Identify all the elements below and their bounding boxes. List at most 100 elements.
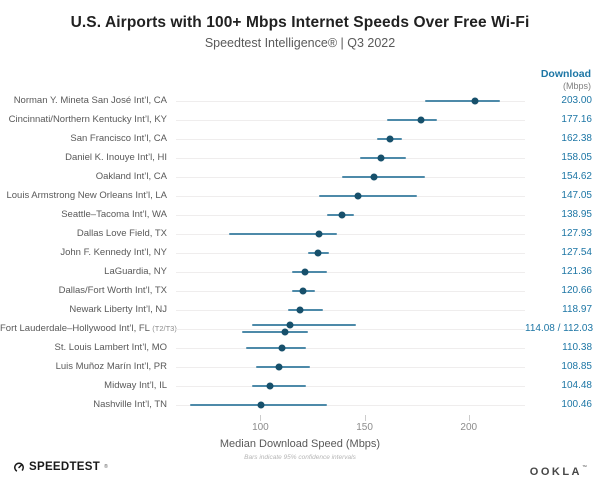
median-dot — [299, 287, 307, 294]
ci-bar — [291, 270, 328, 273]
airport-label: Daniel K. Inouye Int’l, HI — [0, 152, 175, 163]
chart-row: Seattle–Tacoma Int’l, WA 138.95 — [0, 205, 600, 224]
download-value: 120.66 — [561, 285, 592, 296]
airport-label: Midway Int’l, IL — [0, 380, 175, 391]
plot-cell — [175, 167, 525, 186]
chart-row: San Francisco Int’l, CA 162.38 — [0, 129, 600, 148]
plot-cell — [175, 376, 525, 395]
plot-cell — [175, 338, 525, 357]
download-header-unit: (Mbps) — [562, 80, 591, 91]
median-dot — [377, 154, 385, 161]
median-dot — [315, 230, 323, 237]
airport-label-text: Oakland Int’l, CA — [95, 171, 167, 182]
airport-label-text: Norman Y. Mineta San José Int’l, CA — [13, 95, 167, 106]
airport-label-text: Dallas Love Field, TX — [76, 228, 167, 239]
airport-label: Dallas/Fort Worth Int’l, TX — [0, 285, 175, 296]
download-value: 154.62 — [561, 171, 592, 182]
airport-label: Cincinnati/Northern Kentucky Int’l, KY — [0, 114, 175, 125]
plot-cell — [175, 148, 525, 167]
plot-cell — [175, 319, 525, 338]
median-dot — [338, 211, 346, 218]
tick-mark — [364, 415, 366, 421]
terminal-suffix: (T2/T3) — [152, 324, 177, 333]
chart-row: Fort Lauderdale–Hollywood Int’l, FL (T2/… — [0, 319, 600, 338]
airport-label: Oakland Int’l, CA — [0, 171, 175, 182]
download-header-label: Download — [540, 68, 591, 80]
row-gridline — [176, 100, 525, 102]
plot-cell — [175, 262, 525, 281]
plot-cell — [175, 91, 525, 110]
x-axis-title: Median Download Speed (Mbps) — [219, 438, 381, 450]
tick-label: 150 — [356, 422, 373, 433]
row-gridline — [176, 328, 525, 330]
download-value: 127.54 — [561, 247, 592, 258]
median-dot — [266, 382, 274, 389]
row-gridline — [176, 404, 525, 406]
ci-bar — [387, 118, 438, 121]
plot-cell — [175, 186, 525, 205]
download-value: 162.38 — [561, 133, 592, 144]
airport-label: LaGuardia, NY — [0, 266, 175, 277]
plot-cell — [175, 224, 525, 243]
ci-bar — [245, 346, 307, 349]
download-value: 158.05 — [561, 152, 592, 163]
plot-cell — [175, 395, 525, 414]
plot-cell — [175, 205, 525, 224]
row-gridline — [176, 119, 525, 121]
airport-label-text: Seattle–Tacoma Int’l, WA — [61, 209, 167, 220]
row-gridline — [176, 138, 525, 140]
row-gridline — [176, 366, 525, 368]
speedtest-trademark: ® — [104, 464, 108, 470]
median-dot — [386, 135, 394, 142]
ci-note: Bars indicate 95% confidence intervals — [244, 454, 356, 461]
chart-row: Oakland Int’l, CA 154.62 — [0, 167, 600, 186]
airport-label: San Francisco Int’l, CA — [0, 133, 175, 144]
airport-label-text: St. Louis Lambert Int’l, MO — [54, 342, 167, 353]
median-dot — [257, 401, 265, 408]
ookla-wordmark: OOKLA — [529, 466, 582, 478]
airport-label-text: Cincinnati/Northern Kentucky Int’l, KY — [8, 114, 167, 125]
tick-mark — [468, 415, 470, 421]
chart-row: Nashville Int’l, TN 100.46 — [0, 395, 600, 414]
airport-label: St. Louis Lambert Int’l, MO — [0, 342, 175, 353]
airport-label: John F. Kennedy Int’l, NY — [0, 247, 175, 258]
ookla-logo: OOKLA™ — [530, 462, 587, 480]
chart-header: U.S. Airports with 100+ Mbps Internet Sp… — [0, 0, 600, 50]
median-dot — [296, 306, 304, 313]
airport-label: Fort Lauderdale–Hollywood Int’l, FL (T2/… — [0, 323, 177, 334]
airport-label: Newark Liberty Int’l, NJ — [0, 304, 175, 315]
airport-label: Luis Muñoz Marín Int’l, PR — [0, 361, 175, 372]
tick-label: 100 — [252, 422, 269, 433]
plot-cell — [175, 110, 525, 129]
download-value: 118.97 — [562, 304, 592, 315]
airport-label: Louis Armstrong New Orleans Int’l, LA — [0, 190, 175, 201]
chart-title: U.S. Airports with 100+ Mbps Internet Sp… — [70, 14, 530, 31]
ci-bar — [252, 384, 307, 387]
chart-row: Norman Y. Mineta San José Int’l, CA 203.0… — [0, 91, 600, 110]
airport-label-text: San Francisco Int’l, CA — [70, 133, 167, 144]
download-value: 104.48 — [561, 380, 592, 391]
chart-row: St. Louis Lambert Int’l, MO 110.38 — [0, 338, 600, 357]
airport-label: Nashville Int’l, TN — [0, 399, 175, 410]
plot-cell — [175, 281, 525, 300]
median-dot — [301, 268, 309, 275]
airport-label: Dallas Love Field, TX — [0, 228, 175, 239]
download-value: 138.95 — [561, 209, 592, 220]
median-dot — [314, 249, 322, 256]
airport-label-text: John F. Kennedy Int’l, NY — [60, 247, 167, 258]
tick-label: 200 — [460, 422, 478, 433]
airport-label-text: Fort Lauderdale–Hollywood Int’l, FL — [0, 323, 150, 334]
airport-label-text: LaGuardia, NY — [104, 266, 167, 277]
airport-label-text: Midway Int’l, IL — [104, 380, 167, 391]
airport-label-text: Daniel K. Inouye Int’l, HI — [65, 152, 167, 163]
chart-row: Newark Liberty Int’l, NJ 118.97 — [0, 300, 600, 319]
chart-row: John F. Kennedy Int’l, NY 127.54 — [0, 243, 600, 262]
ci-bar — [287, 308, 323, 311]
download-value: 100.46 — [561, 399, 592, 410]
download-value: 114.08 / 112.03 — [525, 323, 594, 334]
ci-bar — [241, 331, 309, 333]
ci-bar — [252, 324, 357, 326]
chart-row: Luis Muñoz Marín Int’l, PR 108.85 — [0, 357, 600, 376]
median-dot — [275, 363, 283, 370]
